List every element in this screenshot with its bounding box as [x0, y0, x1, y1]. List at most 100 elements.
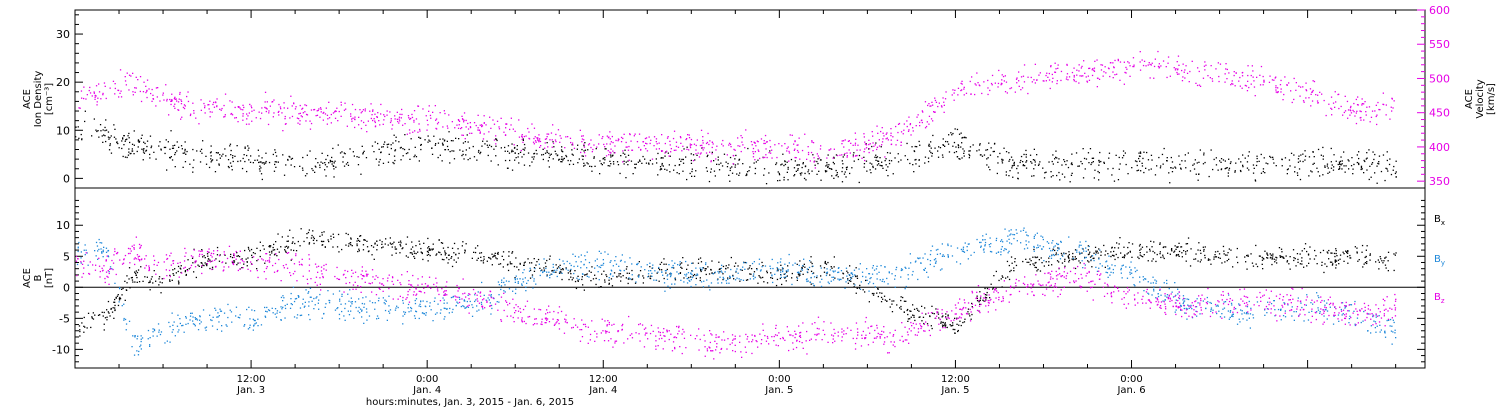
density-series-point: [1253, 173, 1254, 174]
velocity-series-point: [391, 120, 392, 121]
velocity-series-point: [954, 90, 955, 91]
by-series-point: [671, 284, 672, 285]
bx-series-point: [593, 278, 594, 279]
by-series-point: [219, 315, 220, 316]
bx-series-point: [1190, 248, 1191, 249]
density-series-point: [694, 176, 695, 177]
bx-series-point: [1037, 257, 1038, 258]
density-series-point: [274, 171, 275, 172]
bx-series-point: [206, 265, 207, 266]
velocity-series-point: [882, 127, 883, 128]
velocity-series-point: [1377, 102, 1378, 103]
velocity-series-point: [221, 108, 222, 109]
velocity-series-point: [1074, 80, 1075, 81]
density-series-point: [660, 168, 661, 169]
by-series-point: [415, 303, 416, 304]
by-series-point: [85, 254, 86, 255]
density-series-point: [171, 156, 172, 157]
velocity-series-point: [645, 143, 646, 144]
velocity-series-point: [652, 159, 653, 160]
density-series-point: [1316, 168, 1317, 169]
density-series-point: [151, 146, 152, 147]
density-series-point: [706, 167, 707, 168]
density-series-point: [498, 164, 499, 165]
velocity-series-point: [1228, 72, 1229, 73]
by-series-point: [1250, 313, 1251, 314]
velocity-series-point: [285, 124, 286, 125]
by-series-point: [1080, 241, 1081, 242]
velocity-series-point: [890, 135, 891, 136]
density-series-point: [248, 148, 249, 149]
density-series-point: [1343, 165, 1344, 166]
density-series-point: [132, 144, 133, 145]
velocity-series-point: [1212, 78, 1213, 79]
density-series-point: [577, 149, 578, 150]
bx-series-point: [1306, 251, 1307, 252]
bx-series-point: [1198, 242, 1199, 243]
density-series-point: [453, 150, 454, 151]
velocity-series-point: [703, 142, 704, 143]
density-series-point: [1254, 168, 1255, 169]
bx-series-point: [1171, 248, 1172, 249]
density-series-point: [582, 155, 583, 156]
density-series-point: [1181, 168, 1182, 169]
velocity-series-point: [494, 139, 495, 140]
by-series-point: [250, 325, 251, 326]
velocity-series-point: [527, 128, 528, 129]
by-series-point: [1108, 268, 1109, 269]
velocity-series-point: [1315, 94, 1316, 95]
density-series-point: [734, 158, 735, 159]
velocity-series-point: [903, 133, 904, 134]
bx-series-point: [1213, 259, 1214, 260]
by-series-point: [1238, 303, 1239, 304]
by-series-point: [1373, 321, 1374, 322]
by-series-point: [158, 332, 159, 333]
left-axis-label: ACE: [22, 89, 33, 109]
by-series-point: [1097, 271, 1098, 272]
density-series-point: [779, 180, 780, 181]
density-series-point: [342, 161, 343, 162]
velocity-series-point: [490, 128, 491, 129]
velocity-series-point: [1035, 64, 1036, 65]
density-series-point: [1158, 157, 1159, 158]
velocity-series-point: [855, 133, 856, 134]
density-series-point: [253, 162, 254, 163]
bx-series-point: [476, 260, 477, 261]
by-series-point: [635, 281, 636, 282]
velocity-series-point: [361, 112, 362, 113]
velocity-series-point: [1175, 68, 1176, 69]
density-series-point: [1185, 154, 1186, 155]
velocity-series-point: [1247, 90, 1248, 91]
density-series-point: [362, 146, 363, 147]
bx-series-point: [1393, 253, 1394, 254]
by-series-point: [671, 260, 672, 261]
density-series-point: [612, 155, 613, 156]
velocity-series-point: [174, 98, 175, 99]
velocity-series-point: [537, 140, 538, 141]
velocity-series-point: [1353, 103, 1354, 104]
density-series-point: [331, 157, 332, 158]
bx-series-point: [812, 263, 813, 264]
velocity-series-point: [665, 143, 666, 144]
bx-series-point: [722, 273, 723, 274]
velocity-series-point: [476, 125, 477, 126]
by-series-point: [140, 345, 141, 346]
bx-series-point: [458, 257, 459, 258]
density-series-point: [1056, 175, 1057, 176]
density-series-point: [735, 167, 736, 168]
by-series-point: [1249, 301, 1250, 302]
bx-series-point: [208, 258, 209, 259]
bx-series-point: [642, 275, 643, 276]
bx-series-point: [1159, 244, 1160, 245]
velocity-series-point: [302, 116, 303, 117]
bx-series-point: [428, 254, 429, 255]
bx-series-point: [799, 260, 800, 261]
density-series-point: [955, 128, 956, 129]
bx-series-point: [429, 250, 430, 251]
density-series-point: [1169, 182, 1170, 183]
by-series-point: [275, 308, 276, 309]
bx-series-point: [246, 259, 247, 260]
bx-series-point: [1032, 257, 1033, 258]
bx-series-point: [328, 239, 329, 240]
density-series-point: [302, 168, 303, 169]
